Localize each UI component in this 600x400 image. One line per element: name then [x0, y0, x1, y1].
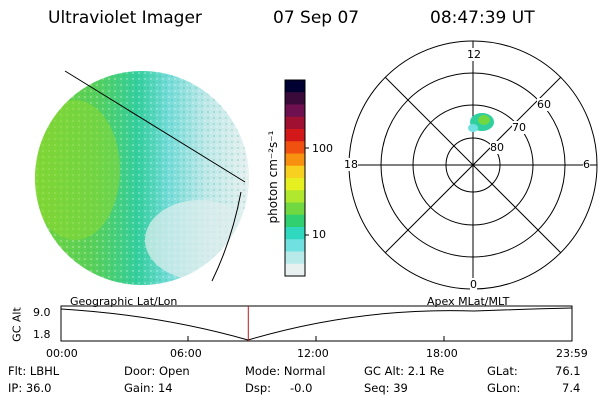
mlat-label-60: 60	[537, 98, 551, 111]
status-door: Door: Open	[124, 364, 190, 378]
colorbar-segment	[285, 141, 305, 155]
colorbar-segment	[285, 104, 305, 118]
polar-emission-spot	[468, 113, 494, 132]
colorbar-segment	[285, 178, 305, 191]
status-glon-value: 7.4	[562, 381, 581, 395]
mlt-label-12: 12	[467, 48, 481, 61]
mlat-label-80: 80	[490, 141, 504, 154]
timeline-ytick-top: 9.0	[33, 306, 51, 319]
timeline-xtick-0: 00:00	[46, 347, 78, 360]
timeline-xtick-1: 06:00	[170, 347, 202, 360]
colorbar-segment	[285, 239, 305, 253]
status-glat-label: GLat:	[487, 364, 518, 378]
instrument-title: Ultraviolet Imager	[48, 8, 202, 28]
colorbar-segment	[285, 202, 305, 216]
time-label: 08:47:39 UT	[430, 8, 535, 28]
mlt-label-0: 0	[470, 278, 477, 291]
status-dsp-value: -0.0	[290, 381, 313, 395]
colorbar-segment	[285, 165, 305, 179]
colorbar-segment	[285, 116, 305, 130]
limb-arc	[211, 191, 242, 282]
colorbar-segment	[285, 227, 305, 240]
colorbar-label: photon cm⁻²s⁻¹	[266, 130, 280, 224]
colorbar-tick-100: 100	[312, 142, 333, 155]
status-gain: Gain: 14	[124, 381, 173, 395]
colorbar	[284, 79, 309, 277]
timeline-ylabel: GC Alt	[10, 307, 24, 342]
colorbar-tick-10: 10	[312, 228, 326, 241]
date-label: 07 Sep 07	[273, 8, 360, 28]
status-seq: Seq: 39	[364, 381, 408, 395]
status-filter: Flt: LBHL	[8, 364, 60, 378]
status-ip: IP: 36.0	[8, 381, 52, 395]
status-glat-value: 76.1	[555, 364, 581, 378]
timeline-xtick-2: 12:00	[297, 347, 329, 360]
colorbar-segment	[285, 153, 305, 167]
colorbar-segment	[285, 129, 305, 142]
altitude-plot	[60, 305, 573, 342]
mlat-label-70: 70	[512, 121, 526, 134]
mlt-label-18: 18	[344, 158, 358, 171]
colorbar-segment	[285, 190, 305, 204]
status-mode: Mode: Normal	[245, 364, 326, 378]
colorbar-segment	[285, 251, 305, 265]
colorbar-segment	[285, 92, 305, 106]
colorbar-segment	[285, 263, 305, 277]
timeline-xtick-4: 23:59	[556, 347, 588, 360]
mlt-label-6: 6	[583, 158, 590, 171]
status-dsp-label: Dsp:	[245, 381, 272, 395]
timeline-left-title: Geographic Lat/Lon	[70, 295, 178, 308]
auroral-image	[35, 70, 249, 285]
colorbar-segment	[285, 214, 305, 228]
timeline-ytick-bottom: 1.8	[33, 328, 51, 341]
colorbar-segment	[285, 80, 305, 93]
terminator-line	[64, 70, 246, 183]
timeline-right-title: Apex MLat/MLT	[427, 295, 510, 308]
status-glon-label: GLon:	[487, 381, 521, 395]
altitude-curve	[60, 307, 573, 341]
status-gc-altitude: GC Alt: 2.1 Re	[364, 364, 445, 378]
timeline-xtick-3: 18:00	[426, 347, 458, 360]
polar-grid	[348, 40, 598, 290]
